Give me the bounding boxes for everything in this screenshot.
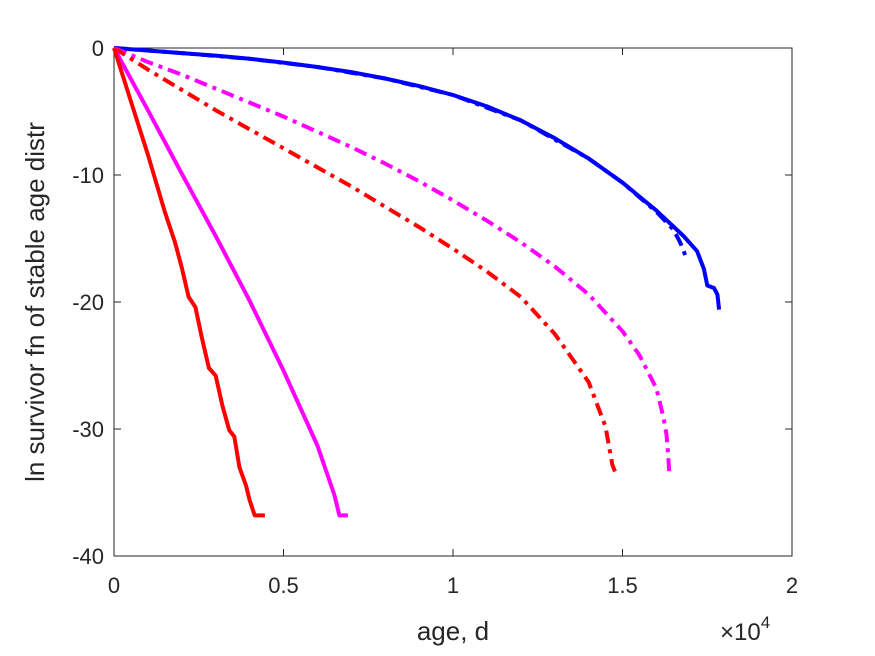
plot-area <box>113 47 793 557</box>
series-line-5 <box>112 47 348 518</box>
x-tick-label: 1 <box>447 573 459 598</box>
x-tick-label: 0.5 <box>268 573 299 598</box>
y-axis-ticks: 0 -10 -20 -30 -40 <box>72 36 792 569</box>
x-tick-label: 0 <box>108 573 120 598</box>
y-tick-label: 0 <box>92 36 104 61</box>
x-axis-exponent-base: ×10 <box>720 619 761 646</box>
x-axis-label: age, d <box>417 616 489 646</box>
y-tick-label: -10 <box>72 163 104 188</box>
y-tick-label: -30 <box>72 417 104 442</box>
series-line-2 <box>113 46 688 256</box>
series-layer <box>112 46 722 518</box>
x-axis-exponent: ×104 <box>720 613 770 646</box>
x-tick-label: 2 <box>786 573 798 598</box>
series-line-6 <box>112 47 265 518</box>
x-tick-label: 1.5 <box>607 573 638 598</box>
series-line-3 <box>113 46 672 475</box>
y-tick-label: -40 <box>72 544 104 569</box>
x-axis-exponent-power: 4 <box>761 613 770 632</box>
x-axis-ticks: 0 0.5 1 1.5 2 <box>108 48 798 598</box>
y-tick-label: -20 <box>72 290 104 315</box>
y-axis-label: ln survivor fn of stable age distr <box>20 122 50 482</box>
